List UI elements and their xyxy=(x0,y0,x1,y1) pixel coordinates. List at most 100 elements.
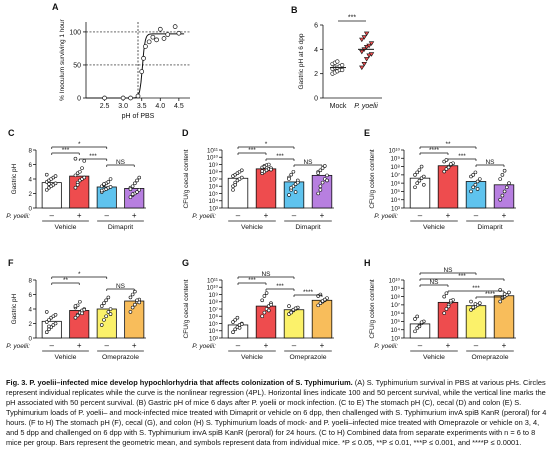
panel-e-point xyxy=(444,158,449,162)
panel-g-group-label: Vehicle xyxy=(241,354,263,361)
panel-h-y-tick-label: 10⁴ xyxy=(390,327,400,334)
panel-e-point xyxy=(498,197,503,202)
panel-g-point xyxy=(237,326,242,330)
panel-f-y-tick-label: 6 xyxy=(29,292,33,299)
panel-d-point xyxy=(318,168,323,173)
panel-h-point xyxy=(498,299,503,304)
panel-b-significance-label: *** xyxy=(348,15,356,22)
panel-g-y-label: CFU/g cecal content xyxy=(183,279,190,338)
panel-g-point xyxy=(269,302,273,307)
panel-b-point-p-yoelii xyxy=(359,37,365,43)
panel-h-point xyxy=(507,290,511,295)
panel-f-infection-sign: + xyxy=(77,341,82,350)
panel-e-point xyxy=(504,185,509,190)
panel-d-y-tick-label: 10⁷ xyxy=(209,176,218,183)
panel-d-point xyxy=(316,171,321,175)
panel-g-y-tick-label: 10³ xyxy=(209,335,218,342)
panel-c-infection-sign: – xyxy=(105,211,110,220)
panel-c-point xyxy=(130,192,135,197)
panel-f-point xyxy=(53,321,58,326)
panel-f-point xyxy=(75,313,80,318)
panel-g-point xyxy=(260,298,265,303)
panel-f-point xyxy=(53,312,58,317)
panel-e-group-label: Dimaprit xyxy=(477,224,502,231)
panel-b-point-p-yoelii xyxy=(366,53,372,58)
panel-b-category-label: P. yoelii xyxy=(354,103,378,110)
panel-f-bar xyxy=(41,320,62,339)
panel-g-infection-sign: – xyxy=(292,341,297,350)
panel-a-point xyxy=(135,93,141,99)
panel-f-point xyxy=(128,310,133,314)
panel-f-point xyxy=(44,310,49,314)
panel-d-bar xyxy=(227,177,249,209)
panel-label-a: A xyxy=(52,2,59,12)
panel-h-y-tick-label: 10³ xyxy=(391,335,400,342)
panel-a-point xyxy=(165,32,171,37)
panel-b-point-p-yoelii xyxy=(361,62,367,67)
panel-h-bar xyxy=(493,295,515,339)
panel-label-d: D xyxy=(182,128,189,138)
caption-title: Fig. 3. P. yoelii–infected mice develop … xyxy=(6,378,353,387)
panel-e-point xyxy=(471,185,476,190)
panel-b-point-p-yoelii xyxy=(366,43,372,49)
panel-c-point xyxy=(137,175,142,180)
panel-b-point-p-yoelii xyxy=(368,52,375,57)
panel-c-point xyxy=(80,166,84,170)
panel-c-point xyxy=(108,177,113,181)
panel-d-point xyxy=(266,162,271,167)
panel-a-point xyxy=(176,30,182,36)
panel-c-y-tick-label: 4 xyxy=(29,176,33,183)
panel-a-x-tick-label: 3.5 xyxy=(137,103,147,110)
panel-f-infection-sign: + xyxy=(132,341,137,350)
panel-c-infection-sign: + xyxy=(132,211,137,220)
panel-d-row-label: P. yoelii: xyxy=(192,213,216,220)
panel-d-y-tick-label: 10³ xyxy=(209,205,218,212)
panel-a-fit-curve xyxy=(86,33,185,99)
panel-g-point xyxy=(231,330,235,335)
panel-g-point xyxy=(235,315,240,320)
panel-d-point xyxy=(318,184,323,189)
panel-h-group-label: Vehicle xyxy=(423,354,445,361)
panel-e-point xyxy=(469,189,473,194)
panel-c-point xyxy=(44,172,49,177)
panel-f-point xyxy=(99,323,104,327)
panel-d-point xyxy=(295,180,300,185)
panel-c-point xyxy=(106,180,111,184)
panel-h-row-label: P. yoelii: xyxy=(374,343,398,350)
panel-f-point xyxy=(73,315,78,320)
panel-a-y-label: % Inoculum surviving 1 hour xyxy=(59,18,66,100)
panel-h-significance-label: *** xyxy=(472,285,480,292)
panel-h-y-tick-label: 10⁶ xyxy=(391,310,401,317)
panel-h-point xyxy=(444,307,449,311)
panel-c-point xyxy=(130,184,135,189)
panel-g-y-tick-label: 10⁵ xyxy=(209,321,219,328)
panel-d-point xyxy=(289,185,294,190)
panel-c-point xyxy=(53,174,58,178)
panel-e-y-tick-label: 10⁵ xyxy=(391,189,401,196)
panel-label-f: F xyxy=(8,258,14,268)
panel-g-bar xyxy=(311,299,333,339)
panel-g-point xyxy=(264,291,269,295)
panel-f-point xyxy=(137,300,142,305)
panel-g-point xyxy=(287,304,291,308)
panel-e-y-label: CFU/g colon content xyxy=(369,149,376,208)
panel-f-point xyxy=(47,324,51,329)
panel-f-point xyxy=(102,301,106,306)
panel-c-point xyxy=(108,185,113,189)
panel-g-infection-sign: + xyxy=(264,341,269,350)
panel-d-point xyxy=(289,172,294,177)
panel-g-significance-label: **** xyxy=(303,289,314,296)
panel-b-point-p-yoelii xyxy=(359,49,365,55)
panel-b-y-tick-label: 4 xyxy=(314,47,318,54)
panel-d-point xyxy=(262,164,267,169)
panel-d-point xyxy=(322,164,327,168)
panel-e-point xyxy=(500,193,505,198)
panel-g-significance-label: *** xyxy=(276,283,284,290)
panel-e-infection-sign: + xyxy=(446,211,451,220)
panel-a-point xyxy=(172,24,178,29)
panel-label-g: G xyxy=(182,258,189,268)
panel-c-bar xyxy=(124,188,145,209)
panel-f-point xyxy=(133,289,137,294)
panel-d-point xyxy=(231,188,235,192)
panel-h-bar xyxy=(437,301,459,339)
